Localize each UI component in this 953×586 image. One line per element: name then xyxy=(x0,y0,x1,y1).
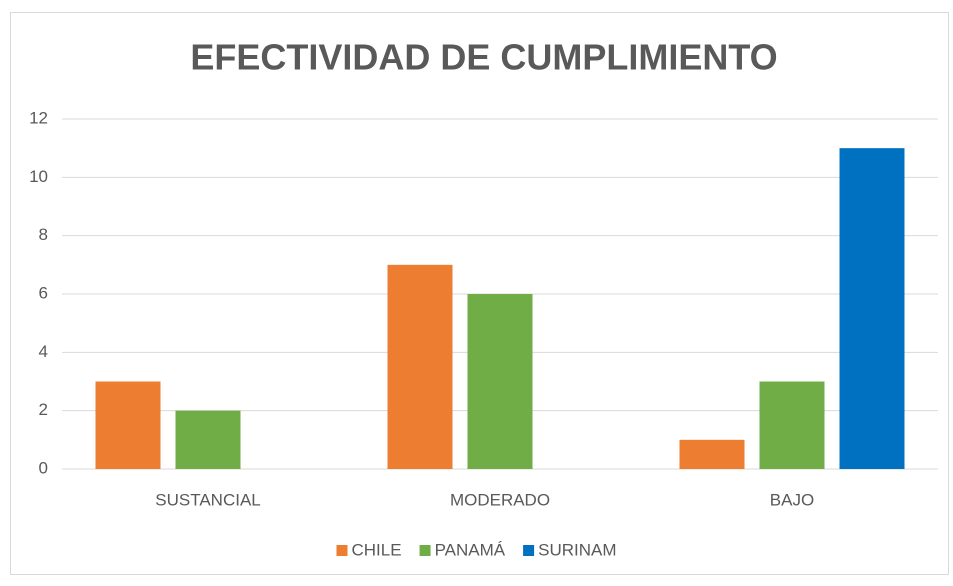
chart-title: EFECTIVIDAD DE CUMPLIMIENTO xyxy=(190,37,777,78)
bar xyxy=(679,439,745,469)
legend-swatch xyxy=(336,545,348,556)
y-tick-label: 2 xyxy=(39,400,48,419)
bar xyxy=(759,381,825,469)
y-tick-label: 6 xyxy=(39,283,48,302)
bar xyxy=(467,294,533,469)
legend-swatch xyxy=(523,545,535,556)
y-tick-label: 4 xyxy=(39,342,48,361)
legend-swatch xyxy=(419,545,431,556)
bar xyxy=(839,148,905,469)
y-tick-label: 12 xyxy=(29,108,48,127)
bar xyxy=(175,410,241,469)
y-tick-label: 10 xyxy=(29,167,48,186)
y-tick-label: 8 xyxy=(39,225,48,244)
legend-label: PANAMÁ xyxy=(435,540,506,559)
x-tick-label: BAJO xyxy=(770,490,814,509)
legend-label: SURINAM xyxy=(538,540,616,559)
legend-label: CHILE xyxy=(351,540,401,559)
x-tick-label: SUSTANCIAL xyxy=(155,490,261,509)
x-tick-label: MODERADO xyxy=(450,490,550,509)
y-tick-label: 0 xyxy=(39,458,48,477)
bar xyxy=(387,264,453,469)
bar xyxy=(95,381,161,469)
